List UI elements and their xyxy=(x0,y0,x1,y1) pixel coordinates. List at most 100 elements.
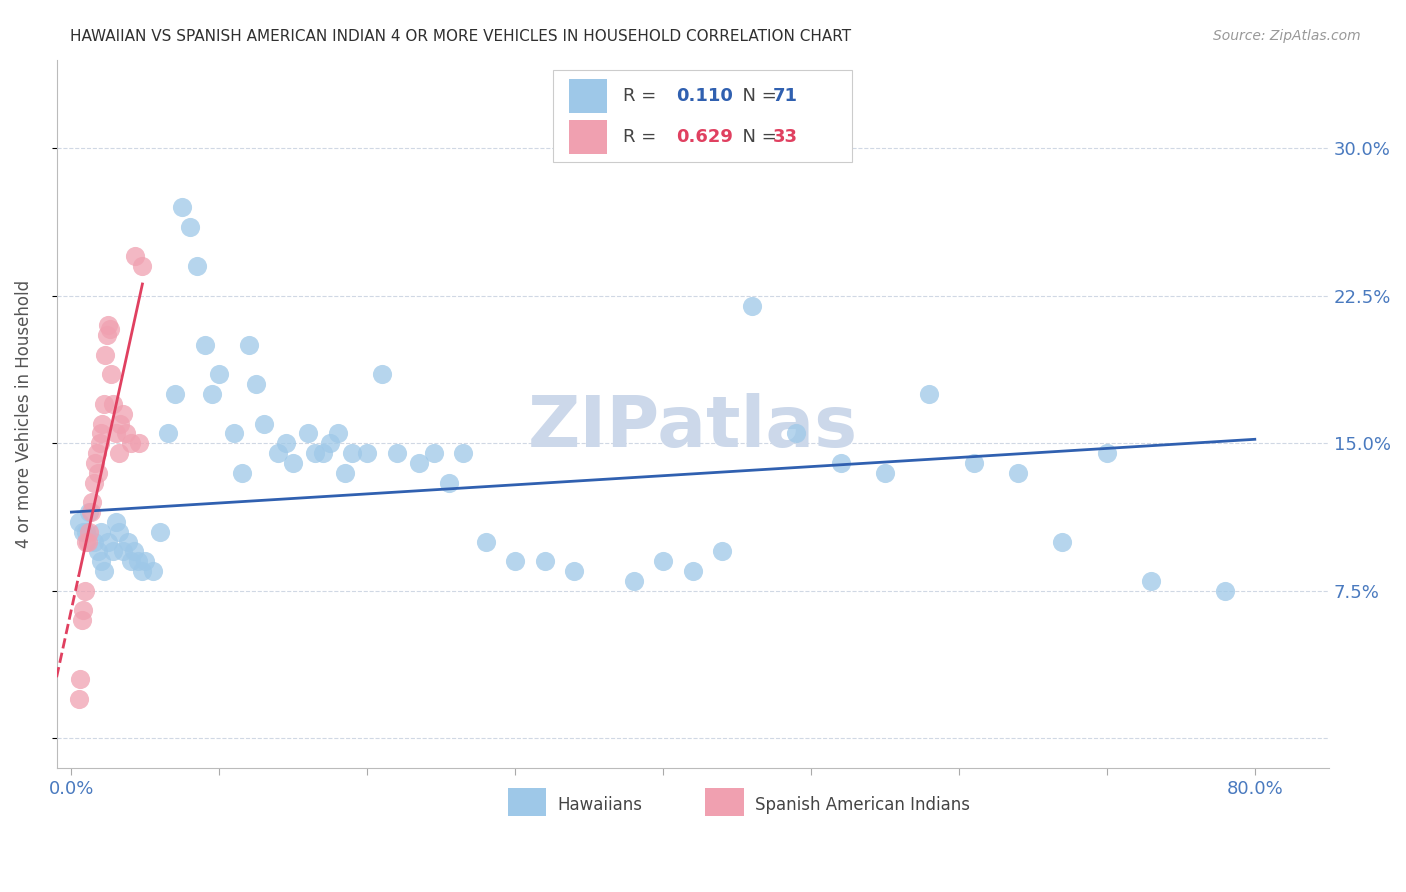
Point xyxy=(91,417,114,431)
Point xyxy=(89,436,111,450)
Point xyxy=(115,426,138,441)
Point xyxy=(122,544,145,558)
Text: N =: N = xyxy=(731,128,782,145)
Point xyxy=(682,564,704,578)
Point xyxy=(356,446,378,460)
Point xyxy=(97,318,120,333)
Point xyxy=(90,524,112,539)
Point xyxy=(128,436,150,450)
Text: Hawaiians: Hawaiians xyxy=(558,796,643,814)
Point xyxy=(96,328,118,343)
Point xyxy=(208,368,231,382)
Point xyxy=(408,456,430,470)
Point xyxy=(423,446,446,460)
FancyBboxPatch shape xyxy=(569,79,607,113)
Point xyxy=(77,524,100,539)
Point xyxy=(238,338,260,352)
Point xyxy=(342,446,364,460)
Point xyxy=(75,534,97,549)
Point xyxy=(1213,583,1236,598)
Point xyxy=(437,475,460,490)
Point xyxy=(179,219,201,234)
Point xyxy=(652,554,675,568)
Point xyxy=(97,534,120,549)
FancyBboxPatch shape xyxy=(569,120,607,153)
Point xyxy=(312,446,335,460)
Point xyxy=(224,426,246,441)
Point xyxy=(75,524,97,539)
Point xyxy=(104,515,127,529)
Point xyxy=(84,456,107,470)
Point xyxy=(156,426,179,441)
Point xyxy=(326,426,349,441)
Point xyxy=(100,368,122,382)
Point xyxy=(562,564,585,578)
Point xyxy=(830,456,852,470)
Point xyxy=(304,446,326,460)
Point xyxy=(93,397,115,411)
Point xyxy=(474,534,496,549)
FancyBboxPatch shape xyxy=(553,70,852,162)
Point xyxy=(90,554,112,568)
Point xyxy=(98,322,121,336)
FancyBboxPatch shape xyxy=(508,788,547,816)
Y-axis label: 4 or more Vehicles in Household: 4 or more Vehicles in Household xyxy=(15,280,32,548)
Point xyxy=(72,603,94,617)
Point xyxy=(120,436,142,450)
Point xyxy=(283,456,305,470)
Point xyxy=(117,534,139,549)
Point xyxy=(73,583,96,598)
Point xyxy=(72,524,94,539)
Text: HAWAIIAN VS SPANISH AMERICAN INDIAN 4 OR MORE VEHICLES IN HOUSEHOLD CORRELATION : HAWAIIAN VS SPANISH AMERICAN INDIAN 4 OR… xyxy=(70,29,852,44)
Point xyxy=(124,249,146,263)
Text: 0.629: 0.629 xyxy=(676,128,733,145)
Point xyxy=(83,534,105,549)
Point xyxy=(77,505,100,519)
Point xyxy=(333,466,356,480)
Point xyxy=(1007,466,1029,480)
FancyBboxPatch shape xyxy=(706,788,744,816)
Point xyxy=(1052,534,1074,549)
Text: N =: N = xyxy=(731,87,782,105)
Point xyxy=(101,544,124,558)
Point xyxy=(231,466,253,480)
Point xyxy=(79,505,101,519)
Text: 0.110: 0.110 xyxy=(676,87,733,105)
Point xyxy=(385,446,408,460)
Point xyxy=(453,446,475,460)
Point xyxy=(267,446,290,460)
Point xyxy=(107,446,129,460)
Point xyxy=(297,426,319,441)
Point xyxy=(873,466,896,480)
Point xyxy=(127,554,149,568)
Point xyxy=(67,515,90,529)
Point xyxy=(131,259,153,273)
Point xyxy=(90,426,112,441)
Point xyxy=(94,348,117,362)
Text: ZIPatlas: ZIPatlas xyxy=(527,393,858,462)
Point xyxy=(193,338,215,352)
Point xyxy=(82,495,104,509)
Point xyxy=(87,544,110,558)
Text: Source: ZipAtlas.com: Source: ZipAtlas.com xyxy=(1213,29,1361,43)
Point xyxy=(253,417,276,431)
Point xyxy=(319,436,342,450)
Point xyxy=(186,259,208,273)
Point xyxy=(101,397,124,411)
Point xyxy=(86,446,108,460)
Point xyxy=(112,407,135,421)
Point xyxy=(107,524,129,539)
Point xyxy=(741,299,763,313)
Point xyxy=(93,564,115,578)
Point xyxy=(274,436,297,450)
Text: R =: R = xyxy=(623,128,668,145)
Point xyxy=(371,368,394,382)
Point xyxy=(70,613,93,627)
Point xyxy=(134,554,156,568)
Point xyxy=(110,417,132,431)
Point xyxy=(1095,446,1118,460)
Point xyxy=(963,456,986,470)
Point xyxy=(69,673,91,687)
Point xyxy=(163,387,186,401)
Point xyxy=(245,377,267,392)
